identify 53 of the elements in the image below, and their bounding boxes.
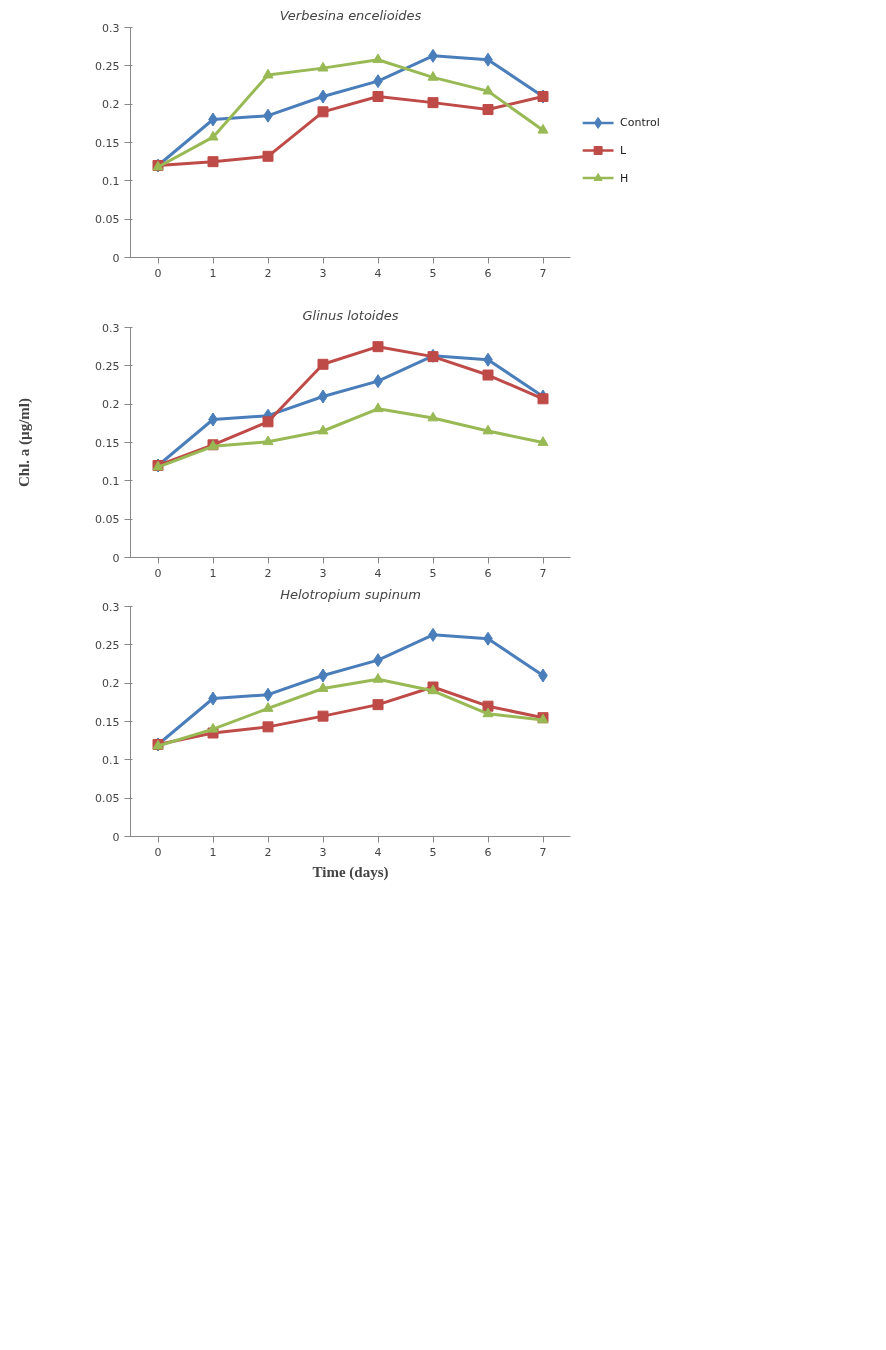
x-tick-label: 0	[154, 566, 162, 580]
y-tick-label: 0.1	[102, 474, 120, 488]
y-tick-label: 0	[112, 251, 120, 265]
chart-title: Helotropium supinum	[280, 586, 421, 602]
y-tick-label: 0.2	[102, 677, 120, 691]
y-tick-label: 0.15	[95, 436, 120, 450]
x-tick-label: 2	[264, 845, 272, 859]
y-tick-label: 0.25	[95, 59, 120, 73]
x-tick-label: 0	[154, 845, 162, 859]
y-tick-label: 0.05	[95, 213, 120, 227]
x-tick-label: 1	[209, 845, 217, 859]
y-tick-label: 0.25	[95, 638, 120, 652]
y-tick-label: 0.2	[102, 98, 120, 112]
y-tick-label: 0.05	[95, 792, 120, 806]
x-tick-label: 7	[539, 566, 547, 580]
y-tick-label: 0.15	[95, 715, 120, 729]
y-tick-label: 0	[112, 830, 120, 844]
x-tick-label: 6	[484, 566, 492, 580]
x-tick-label: 2	[264, 266, 272, 280]
x-tick-label: 2	[264, 566, 272, 580]
x-tick-label: 7	[539, 266, 547, 280]
x-tick-label: 6	[484, 266, 492, 280]
legend-label: H	[620, 171, 629, 185]
y-tick-label: 0.3	[102, 321, 120, 335]
y-tick-label: 0.25	[95, 359, 120, 373]
x-tick-label: 4	[374, 266, 382, 280]
x-tick-label: 7	[539, 845, 547, 859]
x-tick-label: 0	[154, 266, 162, 280]
y-tick-label: 0.1	[102, 753, 120, 767]
y-tick-label: 0.2	[102, 398, 120, 412]
y-tick-label: 0.05	[95, 513, 120, 527]
y-tick-label: 0.15	[95, 136, 120, 150]
x-axis-title: Time (days)	[312, 863, 389, 881]
x-tick-label: 6	[484, 845, 492, 859]
x-tick-label: 5	[429, 845, 437, 859]
x-tick-label: 4	[374, 566, 382, 580]
legend-label: Control	[620, 116, 660, 130]
chart-title: Glinus lotoides	[302, 307, 399, 323]
y-tick-label: 0	[112, 551, 120, 565]
chart-title: Verbesina encelioides	[279, 7, 422, 23]
y-tick-label: 0.3	[102, 600, 120, 614]
x-tick-label: 3	[319, 845, 327, 859]
x-tick-label: 3	[319, 266, 327, 280]
y-axis-title: Chl. a (µg/ml)	[16, 397, 34, 488]
x-tick-label: 1	[209, 566, 217, 580]
y-tick-label: 0.1	[102, 174, 120, 188]
x-tick-label: 4	[374, 845, 382, 859]
x-tick-label: 1	[209, 266, 217, 280]
legend-label: L	[620, 143, 628, 157]
y-tick-label: 0.3	[102, 21, 120, 35]
x-tick-label: 5	[429, 566, 437, 580]
x-tick-label: 3	[319, 566, 327, 580]
x-tick-label: 5	[429, 266, 437, 280]
